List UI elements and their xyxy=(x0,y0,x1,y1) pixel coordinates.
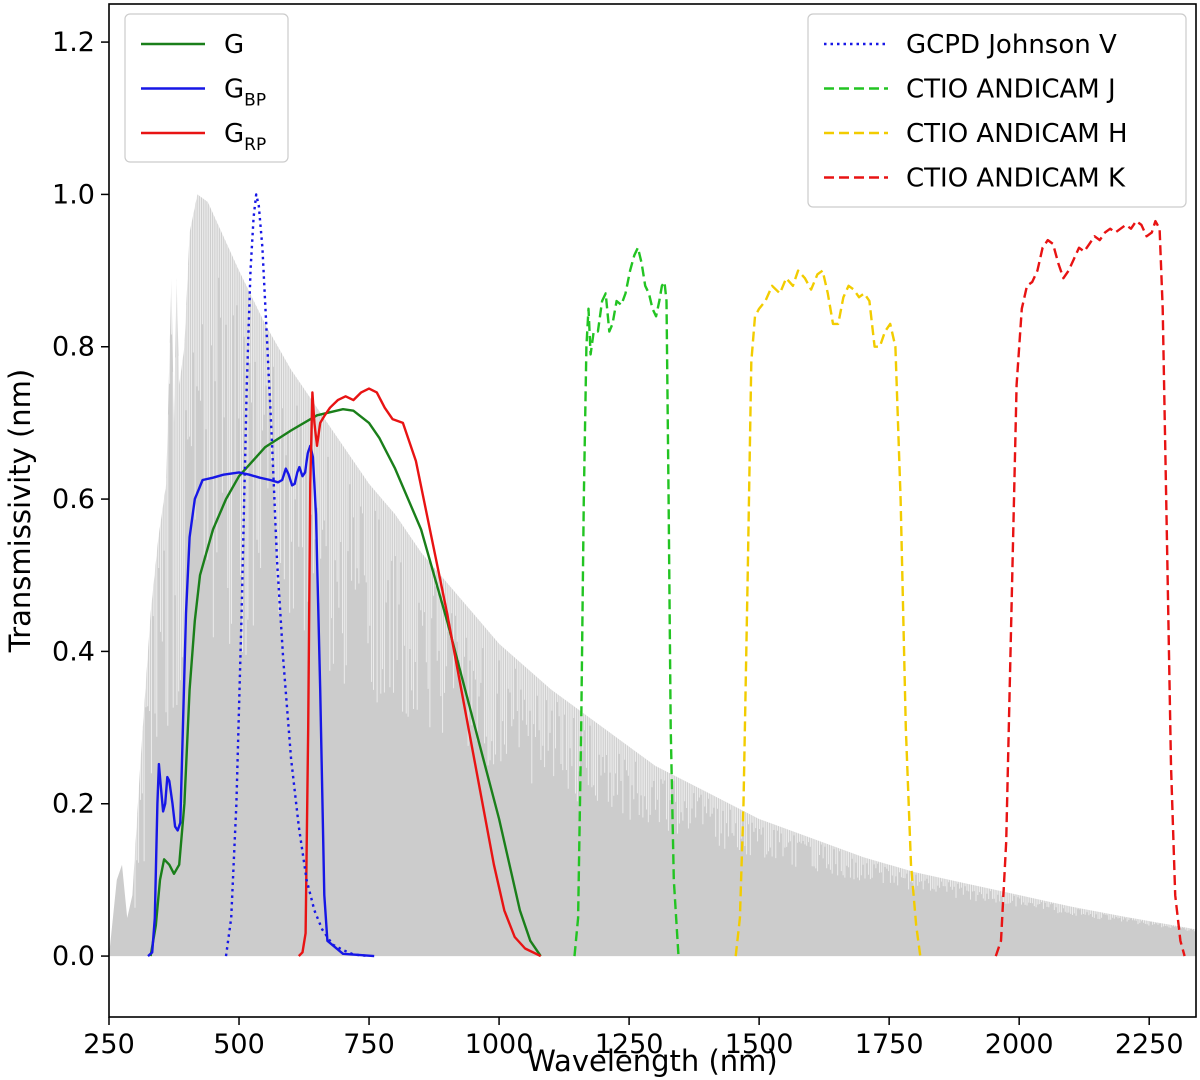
x-tick-label: 1500 xyxy=(725,1029,794,1060)
y-tick-label: 0.6 xyxy=(52,484,95,515)
x-axis-ticks: 250 500 750 1000 1250 1500 1750 2000 2250 xyxy=(83,1017,1184,1060)
x-tick-label: 2000 xyxy=(985,1029,1054,1060)
x-tick-label: 1750 xyxy=(855,1029,924,1060)
y-tick-label: 0.8 xyxy=(52,332,95,363)
y-tick-label: 0.4 xyxy=(52,636,95,667)
legend-label-g: G xyxy=(224,30,244,60)
y-axis-title: Transmissivity (nm) xyxy=(3,369,37,653)
legend-label-ctio-andicam-k: CTIO ANDICAM K xyxy=(906,164,1126,194)
legend-label-ctio-andicam-j: CTIO ANDICAM J xyxy=(906,75,1116,105)
series-line-ctio-andicam-k xyxy=(994,219,1186,957)
legend-box xyxy=(124,13,289,163)
legend-label-gcpd-johnson-v: GCPD Johnson V xyxy=(906,30,1117,60)
series-line-g-rp xyxy=(297,387,542,958)
series-line-ctio-andicam-j xyxy=(573,246,680,957)
x-tick-label: 1250 xyxy=(595,1029,664,1060)
x-tick-label: 1000 xyxy=(465,1029,534,1060)
x-tick-label: 2250 xyxy=(1115,1029,1184,1060)
stellar-spectrum-layer xyxy=(109,187,1196,957)
filter-curves-layer xyxy=(147,193,1186,958)
y-tick-label: 0.0 xyxy=(52,941,95,972)
series-line-gcpd-johnson-v xyxy=(224,193,370,958)
y-tick-label: 1.0 xyxy=(52,179,95,210)
y-axis-ticks: 0.0 0.2 0.4 0.6 0.8 1.0 1.2 xyxy=(52,27,109,972)
x-axis-title: Wavelength (nm) xyxy=(527,1044,778,1078)
x-tick-label: 500 xyxy=(213,1029,265,1060)
x-tick-label: 750 xyxy=(343,1029,395,1060)
x-tick-label: 250 xyxy=(83,1029,135,1060)
spectrum-absorption-lines xyxy=(134,187,1195,932)
legend-label-ctio-andicam-h: CTIO ANDICAM H xyxy=(906,119,1128,149)
y-tick-label: 1.2 xyxy=(52,27,95,58)
y-tick-label: 0.2 xyxy=(52,789,95,820)
plot-frame xyxy=(108,3,1197,1018)
series-line-ctio-andicam-h xyxy=(734,269,922,957)
legend-box xyxy=(807,13,1187,208)
legend-ground-filters: GCPD Johnson V CTIO ANDICAM J CTIO ANDICAM… xyxy=(807,13,1187,208)
spectrum-envelope xyxy=(109,194,1196,957)
